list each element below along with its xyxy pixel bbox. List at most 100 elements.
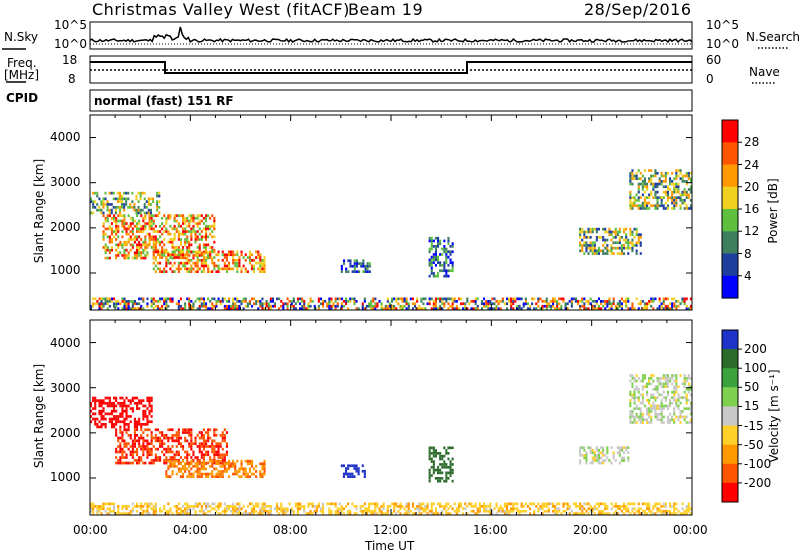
- heatmap-cell: [186, 230, 189, 233]
- heatmap-cell: [368, 502, 371, 506]
- heatmap-cell: [451, 302, 454, 306]
- heatmap-cell: [656, 171, 659, 175]
- heatmap-cell: [177, 512, 180, 515]
- heatmap-cell: [221, 472, 224, 476]
- heatmap-cell: [579, 241, 582, 245]
- heatmap-cell: [317, 297, 320, 301]
- heatmap-cell: [326, 502, 329, 506]
- heatmap-cell: [349, 297, 352, 301]
- heatmap-cell: [606, 252, 609, 255]
- heatmap-cell: [612, 512, 615, 515]
- heatmap-cell: [167, 467, 170, 471]
- heatmap-cell: [363, 469, 366, 473]
- heatmap-cell: [673, 412, 676, 416]
- heatmap-cell: [591, 241, 594, 245]
- heatmap-cell: [223, 253, 226, 257]
- heatmap-cell: [232, 509, 235, 513]
- heatmap-cell: [131, 453, 134, 457]
- heatmap-cell: [196, 456, 199, 459]
- heatmap-cell: [437, 242, 440, 245]
- heatmap-cell: [98, 401, 101, 405]
- heatmap-cell: [643, 502, 646, 506]
- heatmap-cell: [633, 415, 636, 419]
- heatmap-cell: [110, 246, 113, 249]
- heatmap-cell: [119, 412, 122, 416]
- heatmap-cell: [359, 509, 362, 513]
- cpid-panel-frame: [89, 89, 693, 112]
- heatmap-cell: [146, 417, 149, 421]
- heatmap-cell: [154, 264, 157, 268]
- heatmap-cell: [173, 232, 176, 236]
- heatmap-cell: [441, 269, 444, 273]
- heatmap-cell: [123, 439, 126, 443]
- heatmap-cell: [520, 505, 523, 508]
- heatmap-cell: [309, 304, 312, 308]
- heatmap-cell: [658, 180, 661, 183]
- heatmap-cell: [225, 304, 228, 308]
- heatmap-cell: [451, 471, 454, 475]
- heatmap-cell: [273, 304, 276, 308]
- heatmap-cell: [171, 238, 174, 241]
- heatmap-cell: [604, 502, 607, 506]
- heatmap-cell: [639, 393, 642, 397]
- heatmap-cell: [591, 507, 594, 511]
- heatmap-cell: [127, 423, 130, 426]
- heatmap-cell: [205, 235, 208, 239]
- heatmap-cell: [133, 423, 136, 426]
- heatmap-cell: [589, 302, 592, 306]
- heatmap-cell: [202, 264, 205, 268]
- heatmap-cell: [430, 297, 433, 301]
- heatmap-cell: [232, 297, 235, 301]
- heatmap-cell: [121, 297, 124, 301]
- heatmap-cell: [464, 502, 467, 506]
- heatmap-cell: [589, 509, 592, 513]
- heatmap-cell: [259, 509, 262, 513]
- heatmap-cell: [664, 505, 667, 508]
- heatmap-cell: [453, 307, 456, 310]
- heatmap-cell: [167, 216, 170, 220]
- heatmap-cell: [666, 307, 669, 310]
- heatmap-cell: [434, 307, 437, 310]
- heatmap-cell: [223, 507, 226, 511]
- heatmap-cell: [196, 465, 199, 468]
- heatmap-cell: [650, 300, 653, 303]
- heatmap-cell: [202, 259, 205, 262]
- heatmap-cell: [133, 439, 136, 443]
- heatmap-cell: [169, 253, 172, 257]
- heatmap-cell: [117, 461, 120, 465]
- heatmap-cell: [96, 423, 99, 426]
- heatmap-cell: [687, 385, 690, 388]
- heatmap-cell: [583, 448, 586, 452]
- heatmap-cell: [179, 442, 182, 445]
- heatmap-cell: [618, 454, 621, 457]
- heatmap-cell: [190, 232, 193, 236]
- heatmap-cell: [315, 509, 318, 513]
- heatmap-cell: [650, 418, 653, 422]
- heatmap-cell: [443, 247, 446, 251]
- heatmap-cell: [662, 374, 665, 377]
- heatmap-cell: [508, 300, 511, 303]
- heatmap-cell: [372, 297, 375, 301]
- heatmap-cell: [146, 222, 149, 225]
- heatmap-cell: [182, 431, 185, 434]
- heatmap-cell: [437, 261, 440, 264]
- heatmap-cell: [441, 307, 444, 310]
- heatmap-cell: [662, 415, 665, 419]
- heatmap-cell: [150, 442, 153, 445]
- heatmap-cell: [136, 461, 139, 465]
- heatmap-cell: [92, 505, 95, 508]
- heatmap-cell: [616, 512, 619, 515]
- heatmap-cell: [169, 261, 172, 265]
- heatmap-cell: [196, 254, 199, 257]
- heatmap-cell: [205, 214, 208, 217]
- heatmap-cell: [92, 302, 95, 306]
- heatmap-cell: [583, 302, 586, 306]
- heatmap-cell: [361, 304, 364, 308]
- heatmap-cell: [616, 246, 619, 250]
- heatmap-cell: [171, 439, 174, 443]
- heatmap-cell: [156, 214, 159, 217]
- heatmap-cell: [443, 266, 446, 270]
- heatmap-cell: [205, 467, 208, 471]
- heatmap-cell: [255, 302, 258, 306]
- heatmap-cell: [238, 467, 241, 471]
